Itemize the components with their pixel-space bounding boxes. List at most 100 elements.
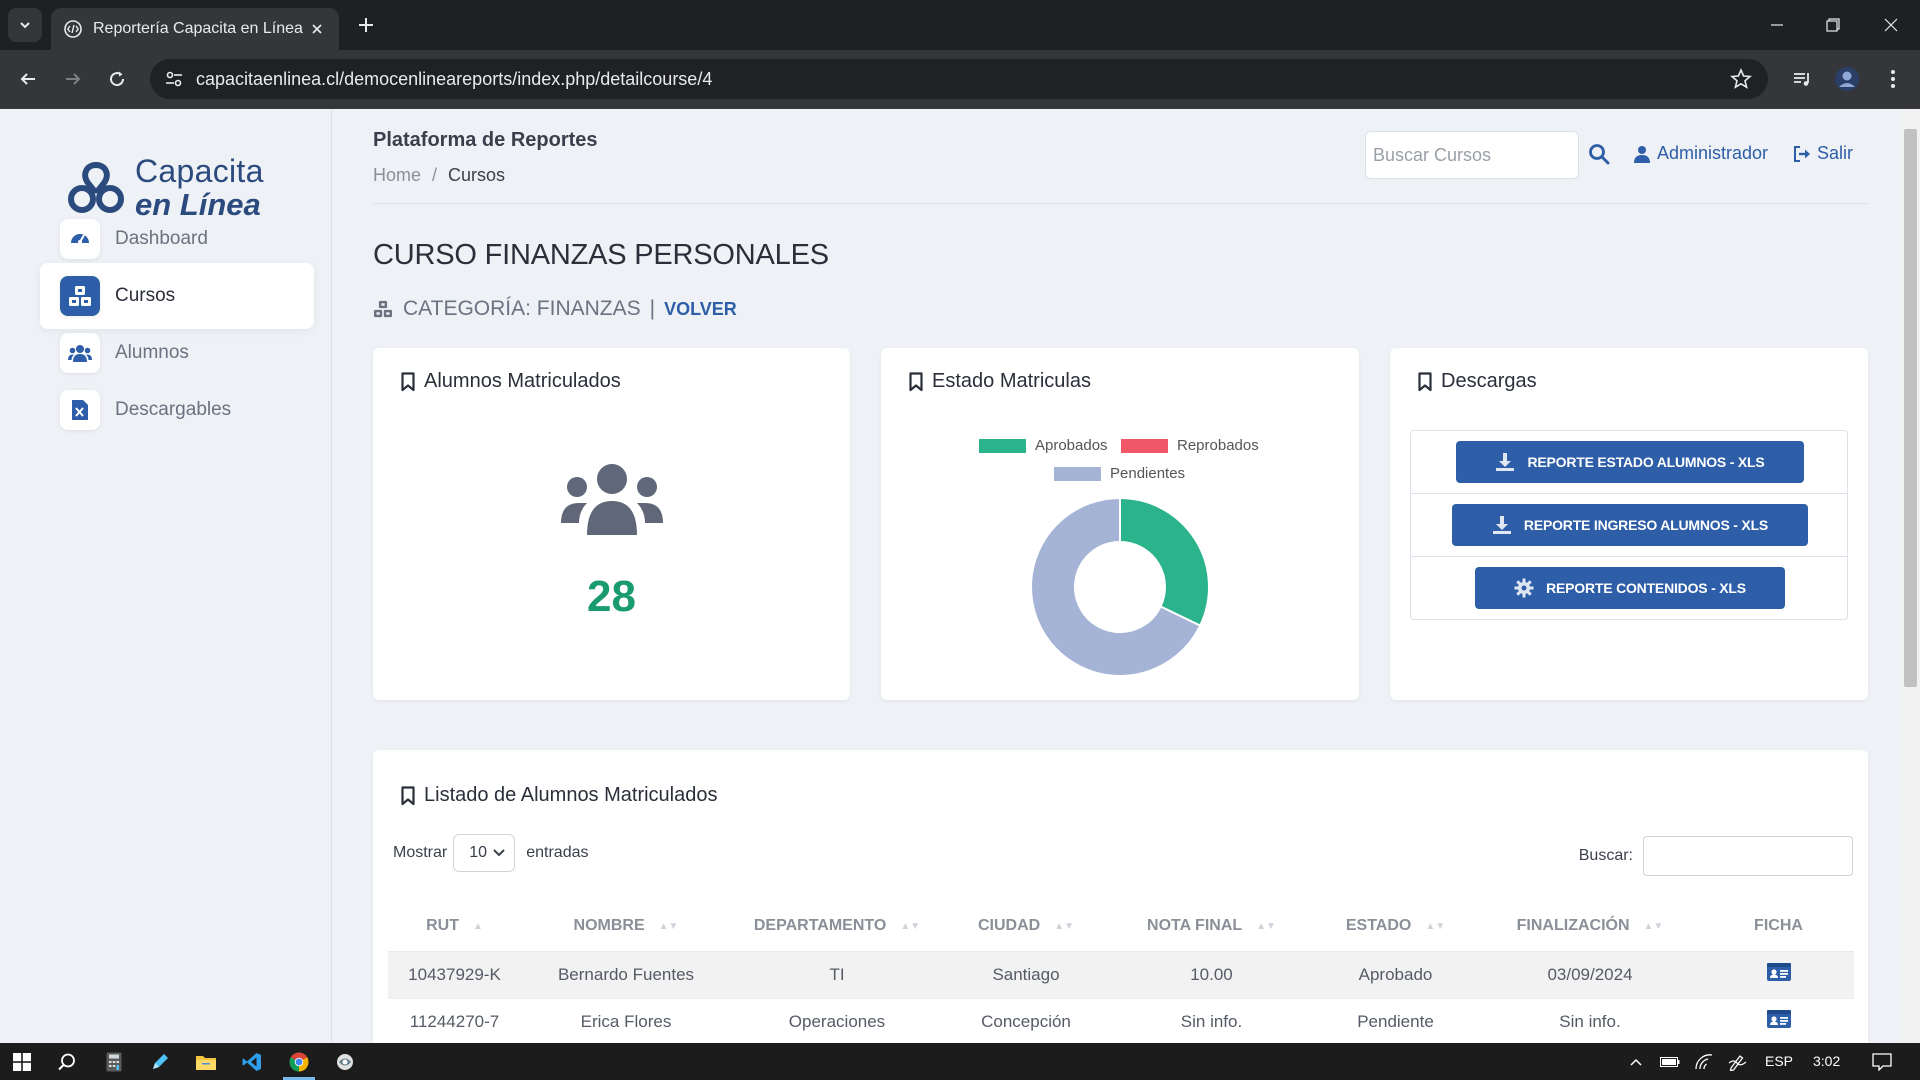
- sidebar: Capacita en Línea Dashboard Cursos Alumn…: [0, 109, 332, 1043]
- back-button[interactable]: [11, 62, 45, 96]
- legend-item-aprobados[interactable]: Aprobados: [979, 437, 1108, 454]
- report-ingreso-students-button[interactable]: REPORTE INGRESO ALUMNOS - XLS: [1452, 504, 1808, 546]
- address-bar[interactable]: capacitaenlinea.cl/democenlineareports/i…: [150, 59, 1768, 99]
- report-contents-button[interactable]: REPORTE CONTENIDOS - XLS: [1475, 567, 1785, 609]
- sort-icon: ▲▼: [1425, 920, 1446, 932]
- close-tab-icon[interactable]: [307, 19, 327, 39]
- legend-swatch: [1054, 466, 1101, 481]
- donut-slice-aprobados[interactable]: [1119, 497, 1210, 627]
- sort-icon: ▲▼: [658, 920, 679, 932]
- admin-user-link[interactable]: Administrador: [1633, 143, 1768, 164]
- input-language[interactable]: ESP: [1765, 1053, 1794, 1069]
- sort-icon: ▲▼: [1054, 920, 1074, 932]
- close-window-button[interactable]: [1863, 0, 1919, 50]
- column-header-estado[interactable]: ESTADO ▲▼: [1314, 902, 1477, 952]
- bookmark-icon: [1418, 371, 1432, 391]
- cell-nota-final: 10.00: [1109, 951, 1314, 999]
- tab-search-button[interactable]: [8, 8, 42, 42]
- column-header-rut[interactable]: RUT ▲: [388, 902, 521, 952]
- restore-icon: [1826, 18, 1840, 32]
- cell-nota-final: Sin info.: [1109, 998, 1314, 1043]
- sidebar-item-descargables[interactable]: Descargables: [40, 377, 314, 443]
- show-hidden-icons-button[interactable]: [1621, 1043, 1651, 1080]
- taskbar-file-explorer[interactable]: [184, 1043, 228, 1080]
- taskbar-search-button[interactable]: [45, 1043, 89, 1080]
- sort-icon: ▲: [472, 920, 483, 932]
- chevron-down-icon: [20, 22, 30, 29]
- logo-text: Capacita en Línea: [135, 155, 264, 220]
- users-icon: [60, 333, 100, 373]
- table-row: 11244270-7 Erica Flores Operaciones Conc…: [388, 998, 1854, 1043]
- pen-menu-indicator[interactable]: [1723, 1043, 1753, 1080]
- logout-link[interactable]: Salir: [1793, 143, 1853, 164]
- legend-item-pendientes[interactable]: Pendientes: [1054, 465, 1185, 482]
- forward-button[interactable]: [56, 62, 90, 96]
- search-icon: [1589, 144, 1610, 165]
- column-header-nombre[interactable]: NOMBRE ▲▼: [521, 902, 731, 952]
- report-status-students-button[interactable]: REPORTE ESTADO ALUMNOS - XLS: [1456, 441, 1804, 483]
- column-header-departamento[interactable]: DEPARTAMENTO ▲▼: [731, 902, 943, 952]
- user-icon: [1634, 145, 1650, 163]
- id-card-icon[interactable]: [1766, 963, 1791, 981]
- taskbar-chrome[interactable]: [277, 1043, 321, 1080]
- category-label: CATEGORÍA: FINANZAS: [403, 297, 641, 320]
- start-button[interactable]: [0, 1043, 44, 1080]
- users-icon: [561, 464, 663, 535]
- taskbar-snipping-tool[interactable]: [138, 1043, 182, 1080]
- new-tab-button[interactable]: [352, 11, 380, 39]
- sidebar-item-cursos[interactable]: Cursos: [40, 263, 314, 329]
- donut-slice-pendientes[interactable]: [1030, 497, 1202, 677]
- search-placeholder: Buscar Cursos: [1373, 144, 1492, 165]
- card-title: Estado Matriculas: [909, 370, 1091, 393]
- reload-button[interactable]: [100, 62, 134, 96]
- sidebar-item-label: Dashboard: [115, 228, 208, 249]
- breadcrumb-current: Cursos: [448, 165, 506, 185]
- capacita-logo[interactable]: Capacita en Línea: [66, 155, 266, 221]
- logout-label: Salir: [1817, 143, 1854, 163]
- browser-tab[interactable]: Reportería Capacita en Línea: [51, 8, 339, 50]
- table-filter: Buscar:: [1579, 836, 1853, 876]
- site-settings-icon[interactable]: [164, 69, 184, 89]
- column-header-finalizacion[interactable]: FINALIZACIÓN ▲▼: [1477, 902, 1703, 952]
- taskbar-vscode[interactable]: [230, 1043, 274, 1080]
- id-card-icon[interactable]: [1766, 1010, 1791, 1028]
- bookmark-star-icon[interactable]: [1730, 67, 1752, 90]
- minimize-icon: [1771, 24, 1783, 26]
- scrollbar-thumb[interactable]: [1904, 129, 1917, 687]
- sidebar-item-alumnos[interactable]: Alumnos: [40, 320, 314, 386]
- browser-menu-button[interactable]: [1876, 62, 1910, 96]
- logo-mark-icon: [68, 162, 124, 213]
- cell-nombre: Erica Flores: [521, 998, 731, 1043]
- profile-avatar[interactable]: [1830, 62, 1864, 96]
- search-button[interactable]: [1588, 143, 1610, 165]
- course-search-input[interactable]: Buscar Cursos: [1365, 131, 1579, 179]
- sidebar-item-dashboard[interactable]: Dashboard: [40, 206, 314, 272]
- page-length-select[interactable]: 10: [453, 834, 516, 872]
- status-card: Estado Matriculas Aprobados Reprobados P…: [881, 348, 1359, 700]
- legend-item-reprobados[interactable]: Reprobados: [1121, 437, 1259, 454]
- battery-indicator[interactable]: [1655, 1043, 1685, 1080]
- table-search-input[interactable]: [1643, 836, 1853, 876]
- app-title: Plataforma de Reportes: [373, 129, 598, 151]
- breadcrumb-home[interactable]: Home: [373, 165, 422, 185]
- minimize-window-button[interactable]: [1749, 0, 1805, 50]
- back-link[interactable]: VOLVER: [664, 298, 737, 319]
- url-text: capacitaenlinea.cl/democenlineareports/i…: [196, 68, 713, 89]
- wifi-icon: [1695, 1053, 1713, 1069]
- page-length-control: Mostrar 10 entradas: [393, 834, 589, 872]
- network-indicator[interactable]: [1689, 1043, 1719, 1080]
- page-scrollbar[interactable]: [1901, 109, 1920, 1043]
- clock-time[interactable]: 3:02: [1813, 1053, 1841, 1069]
- column-header-nota-final[interactable]: NOTA FINAL ▲▼: [1109, 902, 1314, 952]
- taskbar-calculator[interactable]: [92, 1043, 136, 1080]
- media-controls-button[interactable]: [1785, 62, 1819, 96]
- column-header-ciudad[interactable]: CIUDAD ▲▼: [943, 902, 1109, 952]
- restore-window-button[interactable]: [1805, 0, 1861, 50]
- sidebar-item-label: Cursos: [115, 285, 176, 306]
- notifications-button[interactable]: [1860, 1043, 1904, 1080]
- admin-user-label: Administrador: [1657, 143, 1769, 163]
- search-icon: [58, 1053, 75, 1070]
- taskbar-app[interactable]: [323, 1043, 367, 1080]
- pen-workspace-icon: [1728, 1054, 1747, 1071]
- cell-estado: Pendiente: [1314, 998, 1477, 1043]
